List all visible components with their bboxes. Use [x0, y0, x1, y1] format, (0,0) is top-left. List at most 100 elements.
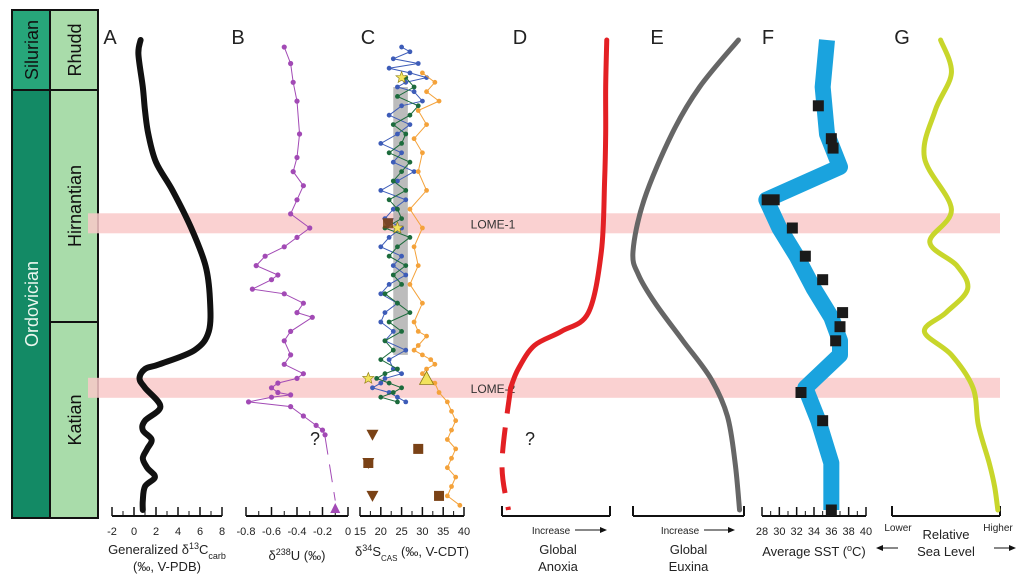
panel-A-curve	[135, 37, 214, 513]
panel-C-series-0-point-28	[390, 263, 396, 268]
panel-B-point-9	[288, 211, 294, 217]
panel-B-point-2	[290, 79, 296, 85]
panel-C-series-2-point-10	[407, 206, 413, 212]
panel-0-tick-label-1: 0	[131, 526, 137, 538]
panel-C-series-0-point-4	[386, 65, 392, 71]
panel-B-point-36	[313, 422, 319, 428]
panel-C-series-2-point-17	[415, 329, 421, 334]
panel-D: D? Increase Global Anoxia	[499, 27, 611, 574]
panel-B-point-12	[281, 244, 287, 250]
panel-C-series-0-point-9	[411, 89, 417, 95]
panel-C-series-0-point-20	[378, 188, 384, 193]
event-label-1: LOME-2	[471, 382, 516, 396]
panel-1-tick-label-3: -0.2	[313, 526, 332, 538]
panel-B-point-13	[262, 253, 268, 259]
stage-katian-box	[49, 321, 99, 519]
event-band-1	[88, 377, 1000, 398]
panel-C-star-0	[395, 70, 409, 84]
panel-C-series-2-point-11	[420, 225, 425, 231]
panel-B: B -0.8 -0.6 -0.4 -0.2 0? δ238U (‰)	[231, 27, 351, 563]
panel-B-xlabel-rest: U (‰)	[291, 548, 326, 563]
panel-B-point-10	[307, 225, 313, 231]
panel-B-point-32	[268, 394, 275, 400]
panel-C: C 15 20 25 30 35 40 δ34SCAS (‰, V-CDT)	[354, 27, 470, 563]
panel-C-series-1-point-18	[395, 244, 400, 250]
panel-C-series-2-point-34	[449, 455, 454, 461]
panel-C-series-1-point-14	[395, 206, 400, 212]
panel-C-series-1-point-32	[382, 371, 388, 377]
panel-C-series-0-point-15	[378, 141, 384, 146]
panel-C-series-0-point-1	[407, 49, 413, 55]
panel-B-point-19	[300, 300, 306, 306]
panel-A-xlabel2: (‰, V-PDB)	[133, 559, 201, 574]
panel-B-point-38	[322, 432, 328, 438]
panel-D-arrow-label: Increase	[532, 526, 571, 537]
panel-C-series-0-point-26	[378, 244, 384, 250]
panel-5-tick-label-1: 30	[773, 526, 785, 538]
panel-C-series-0-point-33	[382, 310, 388, 315]
panel-5-tick-label-2: 32	[791, 526, 803, 538]
panel-F-point-11	[817, 415, 829, 427]
stage-katian-label: Katian	[65, 394, 85, 445]
panel-C-series-1-point-27	[399, 329, 404, 334]
panel-2-tick-label-5: 40	[458, 526, 470, 538]
panel-D-xlabel2: Anoxia	[538, 559, 579, 574]
panel-C-series-2-point-23	[432, 361, 438, 367]
panel-C-series-0-point-10	[420, 98, 425, 104]
panel-C-series-1-point-5	[390, 122, 396, 127]
panel-F-xlabel-unit: C)	[852, 544, 866, 559]
panel-A-xlabel-sup: 13	[189, 541, 199, 551]
panel-letter-G: G	[894, 27, 910, 49]
panel-C-series-0-point-14	[395, 131, 400, 137]
panel-G-left-arrow-head	[876, 545, 883, 551]
panel-C-series-0-point-42	[378, 380, 384, 386]
panel-B-point-6	[290, 169, 296, 175]
panel-B-point-27	[294, 375, 300, 381]
panel-C-series-1-point-13	[386, 197, 392, 203]
panel-C-series-1-point-2	[395, 94, 400, 99]
panel-C-brown-square-0	[363, 458, 374, 468]
panel-C-series-0-point-12	[386, 112, 392, 118]
panel-B-point-16	[268, 277, 275, 283]
panel-C-series-2-point-8	[415, 169, 421, 175]
panel-B-line	[248, 46, 326, 436]
panel-C-series-2-point-22	[428, 357, 434, 362]
panel-C-series-1-point-7	[399, 141, 404, 146]
panel-C-series-0-point-43	[370, 385, 375, 391]
panel-F-point-1	[825, 133, 837, 145]
panel-C-series-1-point-9	[407, 159, 413, 165]
panel-A-xlabel: Generalized δ13Ccarb	[108, 541, 226, 561]
panel-C-series-1-point-12	[403, 188, 409, 193]
panel-C-brown-square-lome1	[383, 218, 393, 229]
panel-C-series-0-point-18	[411, 169, 417, 175]
panel-E-arrow-label: Increase	[661, 526, 700, 537]
panel-B-point-21	[309, 314, 315, 320]
panel-C-series-2-point-19	[415, 343, 421, 348]
panel-C-series-2-point-12	[411, 244, 417, 250]
panel-C-xlabel: δ34SCAS (‰, V-CDT)	[355, 543, 469, 563]
panel-B-point-3	[294, 98, 300, 104]
panel-B-point-7	[300, 183, 306, 189]
panel-C-series-2-point-16	[411, 319, 417, 325]
panel-C-series-0-point-8	[395, 84, 400, 90]
panel-C-series-0-point-3	[415, 61, 421, 66]
panel-C-brown-square-1	[413, 443, 424, 454]
panel-0-tick-label-4: 6	[197, 526, 203, 538]
panel-C-series-1-point-30	[378, 357, 384, 362]
panel-G-lower-label: Lower	[884, 523, 912, 534]
panel-C-series-1-point-36	[390, 390, 396, 395]
panel-B-point-25	[281, 361, 287, 367]
panel-C-xlabel-sub: CAS	[381, 554, 397, 563]
panel-B-point-23	[281, 338, 287, 344]
panel-G-right-arrow-head	[1009, 545, 1016, 551]
panel-C-series-0-point-27	[399, 253, 404, 259]
stratigraphic-column: Silurian Ordovician Rhudd Hirnantian Katian	[11, 9, 99, 519]
panel-C-series-2-point-6	[411, 136, 417, 142]
panel-C-series-2-point-39	[457, 502, 463, 508]
panel-0-tick-label-5: 8	[219, 526, 225, 538]
panel-C-series-0-point-38	[386, 357, 392, 362]
panel-C-series-1-point-33	[374, 376, 380, 381]
panel-5-tick-label-5: 38	[843, 526, 855, 538]
